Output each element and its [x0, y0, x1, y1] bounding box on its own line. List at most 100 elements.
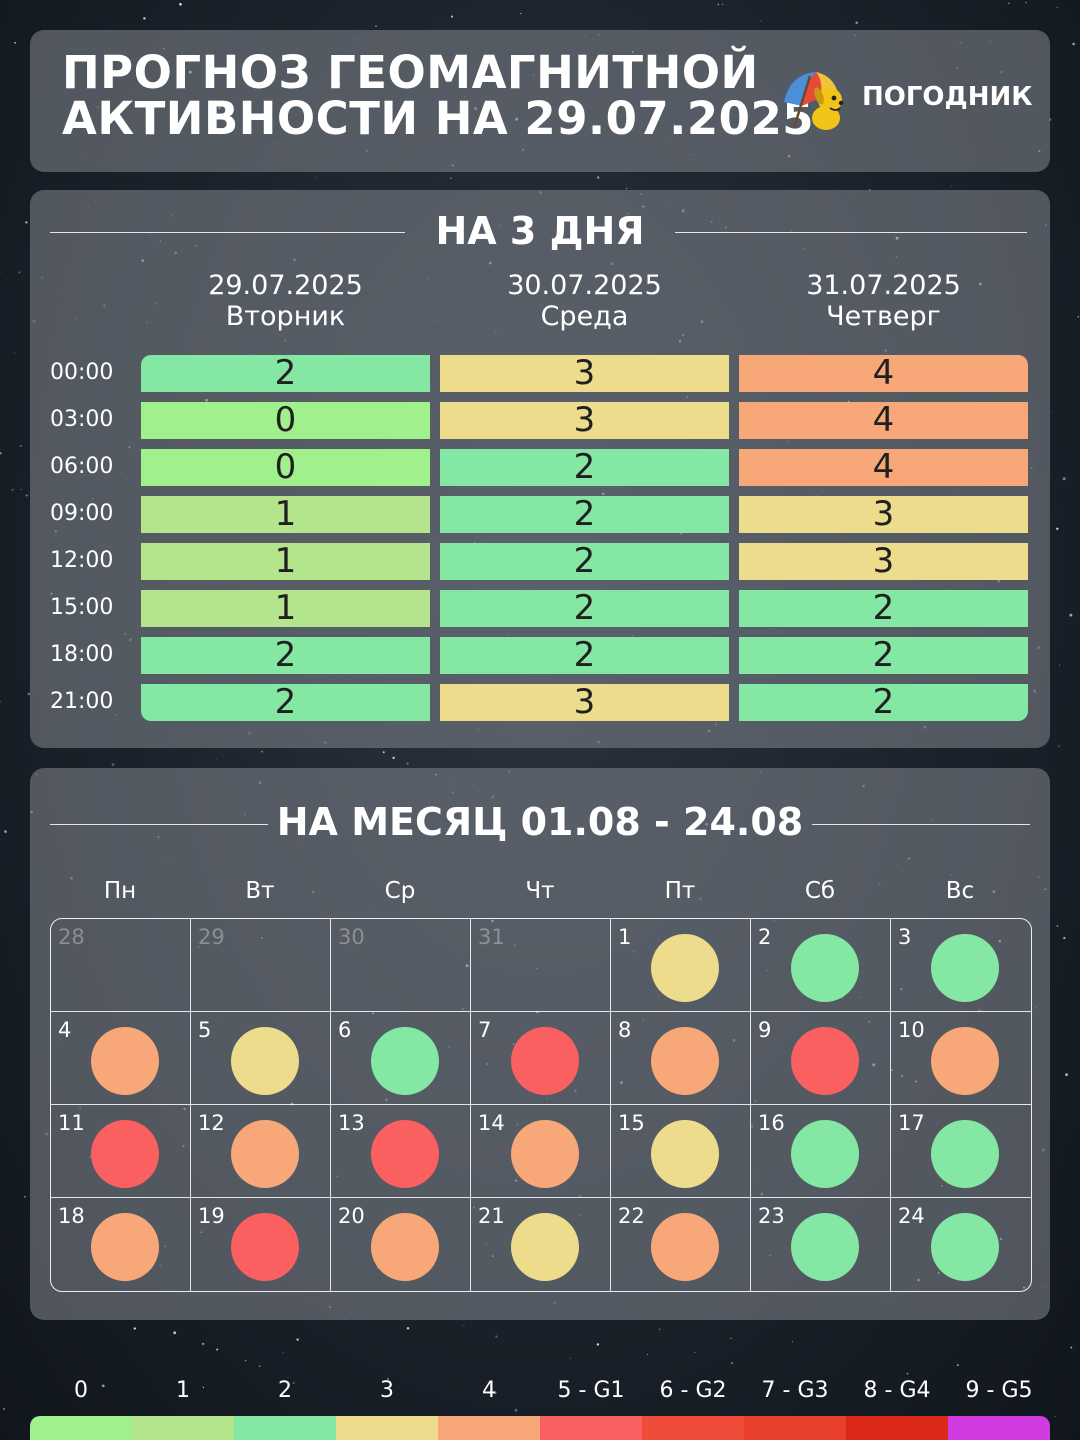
calendar-day: 2 — [751, 919, 891, 1012]
activity-dot — [651, 1213, 719, 1281]
divider-left — [50, 824, 268, 825]
activity-dot — [791, 1027, 859, 1095]
calendar-day: 29 — [191, 919, 331, 1012]
time-label: 06:00 — [50, 454, 114, 479]
calendar-day: 21 — [471, 1198, 611, 1291]
forecast-cell: 1 — [141, 590, 430, 627]
title-line-2: АКТИВНОСТИ НА 29.07.2025 — [62, 92, 815, 145]
scale-swatch — [948, 1416, 1050, 1440]
forecast-cell: 2 — [440, 590, 729, 627]
scale-label: 2 — [278, 1378, 292, 1403]
day-number: 23 — [758, 1204, 785, 1228]
forecast-cell: 4 — [739, 355, 1028, 392]
scale-label: 6 - G2 — [659, 1378, 727, 1403]
scale-label: 9 - G5 — [965, 1378, 1033, 1403]
activity-dot — [91, 1213, 159, 1281]
activity-dot — [931, 934, 999, 1002]
forecast-cell: 3 — [440, 402, 729, 439]
day-number: 11 — [58, 1111, 85, 1135]
day-number: 12 — [198, 1111, 225, 1135]
activity-dot — [231, 1213, 299, 1281]
calendar-day: 22 — [611, 1198, 751, 1291]
day-number: 4 — [58, 1018, 72, 1042]
three-day-panel: НА 3 ДНЯ 29.07.2025 Вторник 30.07.2025 Сред… — [30, 190, 1050, 748]
weekday-label: Пн — [103, 878, 137, 904]
dog-umbrella-icon — [784, 72, 844, 130]
activity-dot — [371, 1027, 439, 1095]
calendar-day: 12 — [191, 1105, 331, 1198]
scale-swatch — [846, 1416, 948, 1440]
brand-name: ПОГОДНИК — [862, 82, 1033, 112]
calendar-day: 18 — [51, 1198, 191, 1291]
calendar-day: 23 — [751, 1198, 891, 1291]
divider-left — [50, 232, 405, 233]
day-number: 31 — [478, 925, 505, 949]
three-day-title: НА 3 ДНЯ — [435, 209, 645, 253]
activity-dot — [931, 1120, 999, 1188]
forecast-cell: 2 — [440, 449, 729, 486]
activity-dot — [931, 1027, 999, 1095]
forecast-cell: 2 — [440, 637, 729, 674]
weekday-label: Вт — [245, 878, 275, 904]
calendar-day: 4 — [51, 1012, 191, 1105]
day-date: 29.07.2025 — [208, 270, 363, 301]
forecast-cell: 2 — [141, 637, 430, 674]
calendar-day: 5 — [191, 1012, 331, 1105]
scale-label: 4 — [482, 1378, 496, 1403]
activity-dot — [511, 1213, 579, 1281]
day-number: 20 — [338, 1204, 365, 1228]
time-label: 00:00 — [50, 360, 114, 385]
calendar-day: 9 — [751, 1012, 891, 1105]
day-weekday: Четверг — [826, 301, 941, 332]
day-header: 31.07.2025 Четверг — [739, 270, 1029, 332]
activity-dot — [231, 1120, 299, 1188]
activity-dot — [791, 934, 859, 1002]
calendar-day: 13 — [331, 1105, 471, 1198]
day-number: 3 — [898, 925, 912, 949]
day-header: 29.07.2025 Вторник — [141, 270, 431, 332]
calendar-day: 8 — [611, 1012, 751, 1105]
day-header: 30.07.2025 Среда — [440, 270, 730, 332]
calendar-day: 11 — [51, 1105, 191, 1198]
day-number: 16 — [758, 1111, 785, 1135]
scale-swatch — [438, 1416, 540, 1440]
time-label: 18:00 — [50, 642, 114, 667]
scale-swatch — [234, 1416, 336, 1440]
time-label: 03:00 — [50, 407, 114, 432]
forecast-cell: 3 — [440, 684, 729, 721]
day-number: 5 — [198, 1018, 212, 1042]
forecast-cell: 2 — [739, 684, 1028, 721]
activity-dot — [371, 1213, 439, 1281]
day-number: 2 — [758, 925, 772, 949]
scale-label: 0 — [74, 1378, 88, 1403]
scale-label: 3 — [380, 1378, 394, 1403]
day-weekday: Среда — [540, 301, 629, 332]
month-panel: НА МЕСЯЦ 01.08 - 24.08 Пн Вт Ср Чт Пт Сб Вс 28… — [30, 768, 1050, 1320]
weekday-label: Сб — [804, 878, 836, 904]
scale-label: 5 - G1 — [557, 1378, 625, 1403]
title-line-1: ПРОГНОЗ ГЕОМАГНИТНОЙ — [62, 46, 759, 99]
day-number: 1 — [618, 925, 632, 949]
forecast-cell: 2 — [440, 543, 729, 580]
day-number: 19 — [198, 1204, 225, 1228]
day-number: 28 — [58, 925, 85, 949]
forecast-cell: 1 — [141, 543, 430, 580]
divider-right — [812, 824, 1030, 825]
calendar-day: 24 — [891, 1198, 1031, 1291]
forecast-cell: 4 — [739, 449, 1028, 486]
calendar-day: 3 — [891, 919, 1031, 1012]
day-weekday: Вторник — [225, 301, 346, 332]
page-title: ПРОГНОЗ ГЕОМАГНИТНОЙ АКТИВНОСТИ НА 29.07… — [62, 50, 814, 142]
day-number: 29 — [198, 925, 225, 949]
time-label: 12:00 — [50, 548, 114, 573]
day-number: 30 — [338, 925, 365, 949]
scale-label: 1 — [176, 1378, 190, 1403]
calendar-day: 15 — [611, 1105, 751, 1198]
calendar-day: 16 — [751, 1105, 891, 1198]
month-title: НА МЕСЯЦ 01.08 - 24.08 — [276, 800, 804, 844]
header-panel: ПРОГНОЗ ГЕОМАГНИТНОЙ АКТИВНОСТИ НА 29.07… — [30, 30, 1050, 172]
forecast-cell: 2 — [739, 637, 1028, 674]
activity-dot — [651, 934, 719, 1002]
day-number: 17 — [898, 1111, 925, 1135]
day-number: 7 — [478, 1018, 492, 1042]
